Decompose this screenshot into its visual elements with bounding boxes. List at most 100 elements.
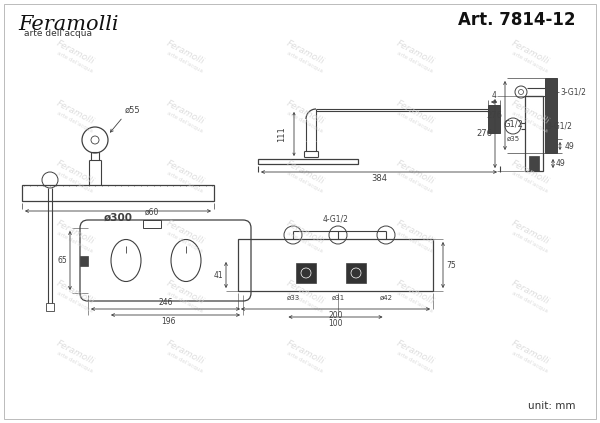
Text: Feramolli: Feramolli <box>284 159 325 187</box>
Text: 196: 196 <box>161 317 175 326</box>
Text: Feramolli: Feramolli <box>509 279 550 307</box>
Bar <box>80 255 88 266</box>
Text: 111: 111 <box>277 126 286 142</box>
Text: arte del'acqua: arte del'acqua <box>286 170 324 194</box>
Bar <box>258 159 358 164</box>
Text: Feramolli: Feramolli <box>284 99 325 127</box>
Text: 246: 246 <box>158 298 173 307</box>
Text: Feramolli: Feramolli <box>509 99 550 127</box>
Text: arte del'acqua: arte del'acqua <box>396 50 434 74</box>
Text: arte del'acqua: arte del'acqua <box>511 350 549 374</box>
Text: 3-G1/2: 3-G1/2 <box>546 121 572 131</box>
Text: Feramolli: Feramolli <box>395 159 436 187</box>
Text: Feramolli: Feramolli <box>395 279 436 307</box>
Bar <box>238 239 433 291</box>
Text: Feramolli: Feramolli <box>284 219 325 247</box>
Text: Feramolli: Feramolli <box>395 339 436 367</box>
Text: Feramolli: Feramolli <box>164 219 205 247</box>
Text: Feramolli: Feramolli <box>509 219 550 247</box>
Text: 4: 4 <box>491 91 496 100</box>
Text: arte dell'acqua: arte dell'acqua <box>24 29 92 38</box>
Text: ø60: ø60 <box>145 208 159 217</box>
Text: Feramolli: Feramolli <box>164 39 205 67</box>
Text: ø300: ø300 <box>104 213 133 223</box>
Text: Feramolli: Feramolli <box>164 339 205 367</box>
Text: arte del'acqua: arte del'acqua <box>286 291 324 313</box>
Text: Feramolli: Feramolli <box>509 159 550 187</box>
Text: Feramolli: Feramolli <box>284 279 325 307</box>
Text: 49: 49 <box>556 159 566 168</box>
Text: 3-G1/2: 3-G1/2 <box>560 88 586 96</box>
Text: 384: 384 <box>371 174 387 183</box>
Text: Feramolli: Feramolli <box>395 39 436 67</box>
Text: 200: 200 <box>328 311 343 320</box>
Text: Feramolli: Feramolli <box>55 99 95 127</box>
Text: Feramolli: Feramolli <box>284 339 325 367</box>
Text: arte del'acqua: arte del'acqua <box>511 231 549 253</box>
Text: Feramolli: Feramolli <box>164 279 205 307</box>
Text: 276: 276 <box>486 111 502 120</box>
Text: arte del'acqua: arte del'acqua <box>396 170 434 194</box>
Text: 49: 49 <box>565 142 575 151</box>
Text: Feramolli: Feramolli <box>55 39 95 67</box>
Text: unit: mm: unit: mm <box>527 401 575 411</box>
Text: arte del'acqua: arte del'acqua <box>511 170 549 194</box>
Text: arte del'acqua: arte del'acqua <box>286 110 324 134</box>
Text: arte del'acqua: arte del'acqua <box>56 170 94 194</box>
Text: arte del'acqua: arte del'acqua <box>396 110 434 134</box>
Text: Feramolli: Feramolli <box>55 159 95 187</box>
Text: Feramolli: Feramolli <box>164 159 205 187</box>
Bar <box>525 96 543 171</box>
Bar <box>529 156 539 171</box>
Text: Feramolli: Feramolli <box>395 99 436 127</box>
Text: arte del'acqua: arte del'acqua <box>56 231 94 253</box>
Text: Feramolli: Feramolli <box>509 39 550 67</box>
Text: arte del'acqua: arte del'acqua <box>56 350 94 374</box>
Text: arte del'acqua: arte del'acqua <box>166 170 204 194</box>
Text: Feramolli: Feramolli <box>509 339 550 367</box>
Text: Feramolli: Feramolli <box>164 99 205 127</box>
Text: arte del'acqua: arte del'acqua <box>396 350 434 374</box>
Text: Art. 7814-12: Art. 7814-12 <box>458 11 575 29</box>
Text: arte del'acqua: arte del'acqua <box>166 291 204 313</box>
Bar <box>545 78 557 153</box>
Bar <box>488 105 500 133</box>
Text: Feramolli: Feramolli <box>284 39 325 67</box>
Text: Feramolli: Feramolli <box>18 15 119 34</box>
Text: arte del'acqua: arte del'acqua <box>396 231 434 253</box>
Text: Feramolli: Feramolli <box>55 279 95 307</box>
Text: arte del'acqua: arte del'acqua <box>56 50 94 74</box>
Bar <box>346 263 366 283</box>
Text: 75: 75 <box>446 261 456 269</box>
Text: ø31: ø31 <box>331 295 344 301</box>
Text: 41: 41 <box>214 272 223 280</box>
Text: ø33: ø33 <box>286 295 299 301</box>
Text: arte del'acqua: arte del'acqua <box>286 231 324 253</box>
Text: Feramolli: Feramolli <box>55 339 95 367</box>
Bar <box>22 185 214 201</box>
Bar <box>296 263 316 283</box>
Text: arte del'acqua: arte del'acqua <box>511 291 549 313</box>
Text: G1/2: G1/2 <box>503 120 523 129</box>
Text: arte del'acqua: arte del'acqua <box>396 291 434 313</box>
Text: arte del'acqua: arte del'acqua <box>511 50 549 74</box>
Text: arte del'acqua: arte del'acqua <box>166 110 204 134</box>
Text: arte del'acqua: arte del'acqua <box>166 50 204 74</box>
Text: ø42: ø42 <box>380 295 392 301</box>
Bar <box>46 303 54 311</box>
Text: arte del'acqua: arte del'acqua <box>286 50 324 74</box>
Text: ø55: ø55 <box>125 106 140 115</box>
Text: ø35: ø35 <box>506 136 520 142</box>
Text: arte del'acqua: arte del'acqua <box>511 110 549 134</box>
Text: arte del'acqua: arte del'acqua <box>56 291 94 313</box>
Bar <box>143 220 161 228</box>
Text: arte del'acqua: arte del'acqua <box>56 110 94 134</box>
Text: 4-G1/2: 4-G1/2 <box>323 214 349 223</box>
Text: arte del'acqua: arte del'acqua <box>166 350 204 374</box>
Text: 65: 65 <box>57 256 67 265</box>
Text: arte del'acqua: arte del'acqua <box>286 350 324 374</box>
Text: Feramolli: Feramolli <box>395 219 436 247</box>
Text: arte del'acqua: arte del'acqua <box>166 231 204 253</box>
Text: Feramolli: Feramolli <box>55 219 95 247</box>
Text: 100: 100 <box>328 319 343 328</box>
